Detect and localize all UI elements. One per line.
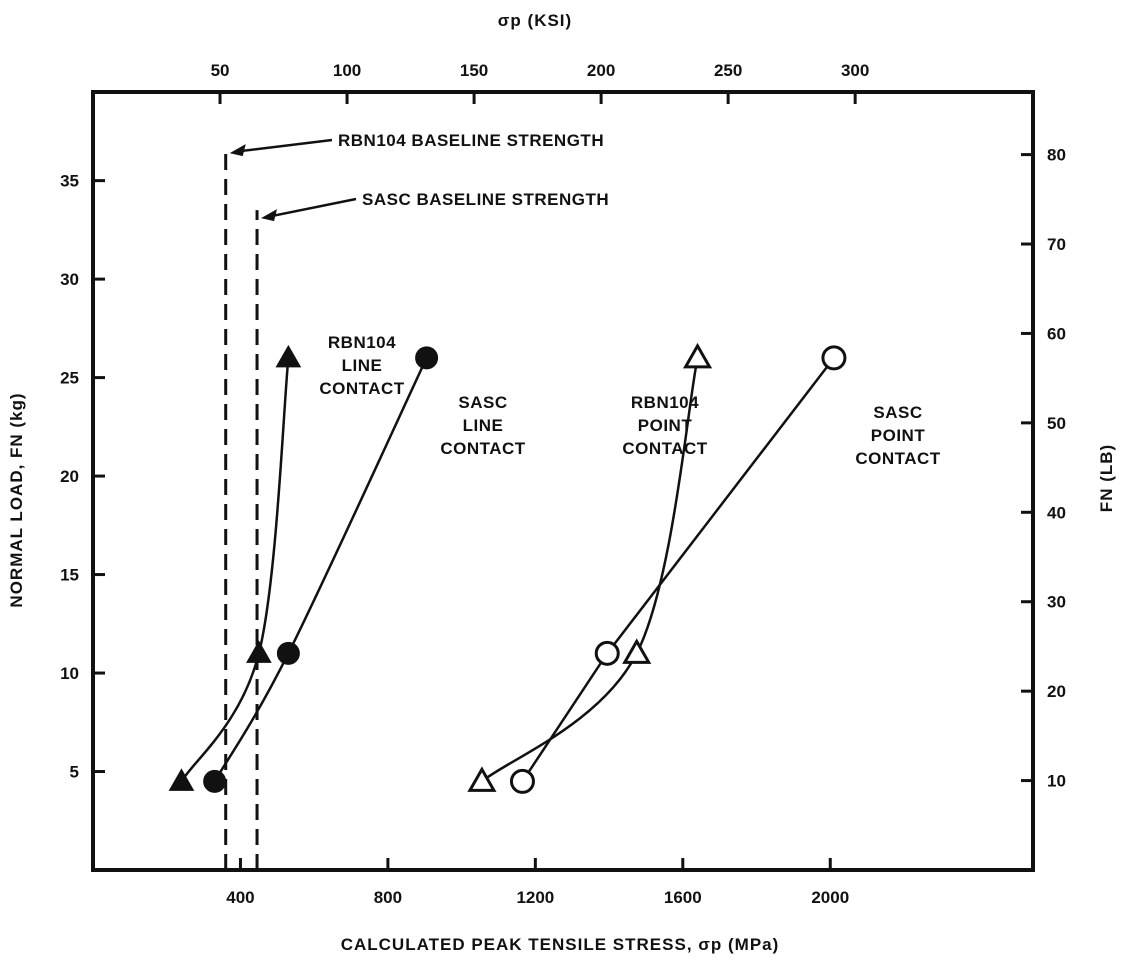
top-tick-label: 200: [587, 61, 615, 80]
x-tick-label: 400: [226, 888, 254, 907]
series-label-line: POINT: [871, 426, 926, 445]
x-axis-ticks: 400 800 1200 1600 2000: [226, 858, 849, 907]
open-triangle-marker: [467, 766, 497, 792]
right-tick-label: 50: [1047, 414, 1066, 433]
series-3: [509, 345, 847, 794]
series-label-line: CONTACT: [440, 439, 525, 458]
open-triangle-marker: [622, 638, 652, 664]
series-label-line: CONTACT: [622, 439, 707, 458]
y-tick-label: 30: [60, 270, 79, 289]
series-label-line: CONTACT: [855, 449, 940, 468]
series-label-line: POINT: [638, 416, 693, 435]
x-tick-label: 1600: [664, 888, 702, 907]
baseline-reference-lines: RBN104 BASELINE STRENGTH SASC BASELINE ST…: [224, 131, 609, 870]
top-axis-title: σp (KSI): [498, 11, 572, 30]
arrowhead-icon: [261, 209, 278, 222]
y-axis-ticks: 5 10 15 20 25 30 35: [60, 172, 105, 782]
y-tick-label: 25: [60, 369, 79, 388]
filled-triangle-marker: [168, 768, 195, 791]
right-tick-label: 70: [1047, 235, 1066, 254]
series-label-line: LINE: [463, 416, 504, 435]
series-label: RBN104 POINT CONTACT: [622, 393, 707, 458]
x-tick-label: 2000: [811, 888, 849, 907]
right-tick-label: 20: [1047, 682, 1066, 701]
filled-circle-marker: [276, 641, 300, 665]
top-tick-label: 150: [460, 61, 488, 80]
y-tick-label: 35: [60, 172, 79, 191]
top-tick-label: 50: [211, 61, 230, 80]
x-tick-label: 800: [374, 888, 402, 907]
series-label-line: RBN104: [631, 393, 699, 412]
filled-circle-marker: [415, 346, 439, 370]
series-labels: RBN104 LINE CONTACT SASC LINE CONTACT RBN104 PO…: [319, 333, 940, 468]
top-tick-label: 300: [841, 61, 869, 80]
open-circle-marker: [594, 640, 620, 666]
plot-border: [91, 90, 1035, 872]
top-axis-ticks: 50 100 150 200 250 300: [211, 61, 869, 104]
top-tick-label: 100: [333, 61, 361, 80]
open-circle-marker: [509, 768, 535, 794]
x-tick-label: 1200: [516, 888, 554, 907]
y-tick-label: 20: [60, 467, 79, 486]
open-circle-marker: [821, 345, 847, 371]
leader-line: [239, 138, 333, 153]
y-tick-label: 5: [70, 763, 79, 782]
baseline-label: RBN104 BASELINE STRENGTH: [338, 131, 604, 150]
series-label-line: LINE: [342, 356, 383, 375]
series-0: [168, 344, 302, 791]
series-1: [203, 346, 439, 793]
baseline-label: SASC BASELINE STRENGTH: [362, 190, 609, 209]
right-tick-label: 80: [1047, 146, 1066, 165]
open-triangle-marker: [682, 342, 713, 369]
series-group: [168, 342, 847, 794]
series-2: [467, 342, 713, 792]
top-tick-label: 250: [714, 61, 742, 80]
series-label: SASC LINE CONTACT: [440, 393, 525, 458]
series-line: [213, 357, 428, 782]
series-label: SASC POINT CONTACT: [855, 403, 940, 468]
filled-circle-marker: [203, 769, 227, 793]
right-tick-label: 30: [1047, 593, 1066, 612]
y-tick-label: 15: [60, 566, 79, 585]
leader-line: [270, 197, 357, 218]
series-label-line: SASC: [458, 393, 507, 412]
plot-frame: [91, 90, 1035, 872]
series-label-line: SASC: [873, 403, 922, 422]
filled-triangle-marker: [246, 640, 272, 663]
y-tick-label: 10: [60, 664, 79, 683]
right-axis-title: FN (LB): [1097, 444, 1116, 512]
right-tick-label: 40: [1047, 503, 1066, 522]
series-label-line: RBN104: [328, 333, 396, 352]
filled-triangle-marker: [275, 344, 302, 368]
series-label-line: CONTACT: [319, 379, 404, 398]
right-axis-ticks: 10 20 30 40 50 60 70 80: [1021, 146, 1066, 791]
arrowhead-icon: [229, 144, 246, 157]
right-tick-label: 60: [1047, 324, 1066, 343]
x-axis-title: CALCULATED PEAK TENSILE STRESS, σp (MPa): [341, 935, 780, 954]
right-tick-label: 10: [1047, 772, 1066, 791]
series-line: [180, 357, 290, 783]
y-axis-title: NORMAL LOAD, FN (kg): [7, 392, 26, 607]
series-label: RBN104 LINE CONTACT: [319, 333, 404, 398]
